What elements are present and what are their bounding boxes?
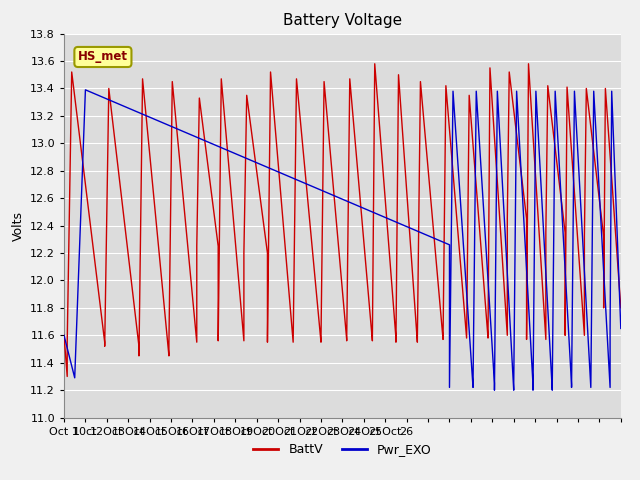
Title: Battery Voltage: Battery Voltage <box>283 13 402 28</box>
Legend: BattV, Pwr_EXO: BattV, Pwr_EXO <box>248 438 436 461</box>
Y-axis label: Volts: Volts <box>12 211 24 240</box>
Text: HS_met: HS_met <box>78 50 128 63</box>
